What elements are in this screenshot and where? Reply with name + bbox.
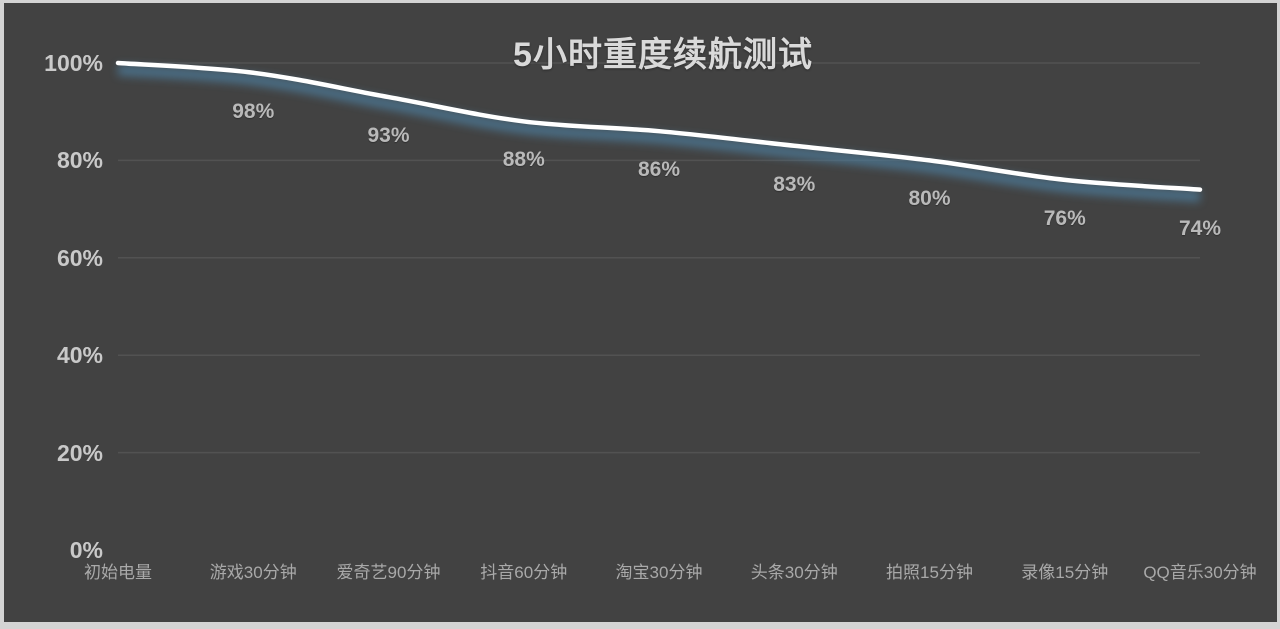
x-tick-label-5: 头条30分钟 <box>750 563 838 582</box>
x-tick-label-6: 拍照15分钟 <box>886 563 973 582</box>
data-label-4: 86% <box>637 158 681 182</box>
x-tick-label-3: 抖音60分钟 <box>480 563 568 582</box>
x-tick-label-4: 淘宝30分钟 <box>615 563 703 582</box>
y-tick-label-20: 20% <box>56 439 103 466</box>
y-tick-label-60: 60% <box>56 244 103 271</box>
data-label-7: 76% <box>1043 206 1086 230</box>
y-tick-label-40: 40% <box>56 342 103 369</box>
chart-line-svg <box>115 60 1203 454</box>
data-label-5: 83% <box>773 172 816 196</box>
data-label-3: 88% <box>502 148 545 172</box>
x-tick-label-7: 录像15分钟 <box>1021 563 1109 582</box>
data-label-2: 93% <box>367 124 410 148</box>
chart-title: 5小时重度续航测试 <box>513 36 813 74</box>
x-tick-label-2: 爱奇艺90分钟 <box>336 563 441 582</box>
data-label-1: 98% <box>232 99 275 123</box>
line-glow <box>117 64 1201 203</box>
y-tick-label-80: 80% <box>56 147 103 174</box>
x-tick-label-0: 初始电量 <box>84 563 152 582</box>
y-tick-label-0: 0% <box>69 537 103 563</box>
chart-plot-area: 5小时重度续航测试 0% 20% 40% 60% 80% 100% 初始电量 游戏30分钟 爱… <box>4 3 1277 622</box>
data-label-8: 74% <box>1178 216 1222 240</box>
x-tick-label-8: QQ音乐30分钟 <box>1143 563 1257 582</box>
y-tick-label-100: 100% <box>44 50 103 76</box>
data-label-6: 80% <box>908 187 951 211</box>
battery-series-line <box>115 60 1203 192</box>
x-tick-label-1: 游戏30分钟 <box>209 563 297 582</box>
